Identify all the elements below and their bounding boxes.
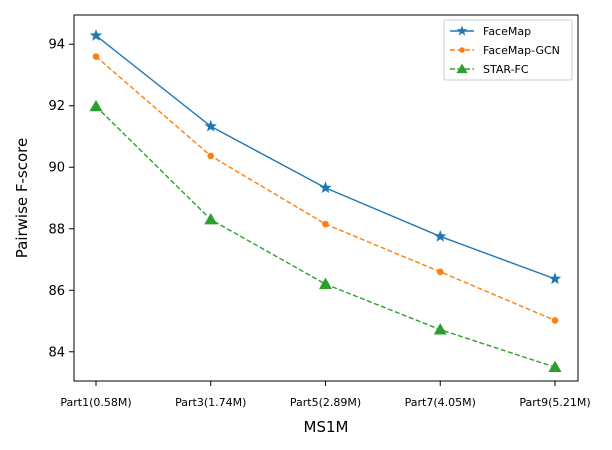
- legend: FaceMap FaceMap-GCN STAR-FC: [443, 19, 573, 81]
- data-point-facemap-gcn: [551, 317, 559, 324]
- legend-marker-facemap-gcn: [459, 47, 465, 53]
- data-point-star-fc: [319, 277, 332, 289]
- legend-label-star-fc: STAR-FC: [483, 63, 529, 76]
- y-tick-label: 88: [48, 222, 65, 237]
- data-point-facemap-gcn: [92, 53, 100, 60]
- data-point-star-fc: [204, 213, 218, 225]
- y-axis-title: Pairwise F-score: [13, 138, 31, 259]
- data-point-star-fc: [433, 323, 447, 335]
- data-point-facemap-gcn: [322, 220, 329, 228]
- legend-label-facemap: FaceMap: [483, 25, 531, 38]
- y-tick-label: 94: [48, 38, 65, 53]
- x-tick-label: Part1(0.58M): [60, 396, 131, 409]
- y-tick-label: 86: [48, 284, 65, 299]
- data-point-facemap: [319, 181, 332, 194]
- data-point-facemap-gcn: [436, 268, 444, 276]
- legend-marker-star-fc: [456, 63, 468, 74]
- data-point-star-fc: [548, 360, 562, 373]
- legend-box: [443, 19, 573, 81]
- x-axis-title: MS1M: [304, 418, 349, 436]
- data-point-facemap: [548, 272, 562, 285]
- legend-label-facemap-gcn: FaceMap-GCN: [483, 44, 560, 57]
- x-tick-label: Part7(4.05M): [405, 396, 476, 409]
- data-point-facemap-gcn: [207, 152, 215, 160]
- data-point-facemap: [89, 29, 103, 41]
- x-tick-label: Part9(5.21M): [519, 396, 590, 409]
- data-point-star-fc: [89, 99, 103, 112]
- y-tick-label: 92: [48, 99, 65, 114]
- y-tick-label: 84: [48, 345, 65, 360]
- data-point-facemap: [204, 119, 217, 132]
- y-tick-label: 90: [48, 161, 65, 176]
- x-tick-label: Part5(2.89M): [290, 396, 361, 409]
- x-tick-label: Part3(1.74M): [175, 396, 246, 409]
- data-point-facemap: [434, 229, 447, 242]
- legend-marker-facemap: [456, 25, 468, 36]
